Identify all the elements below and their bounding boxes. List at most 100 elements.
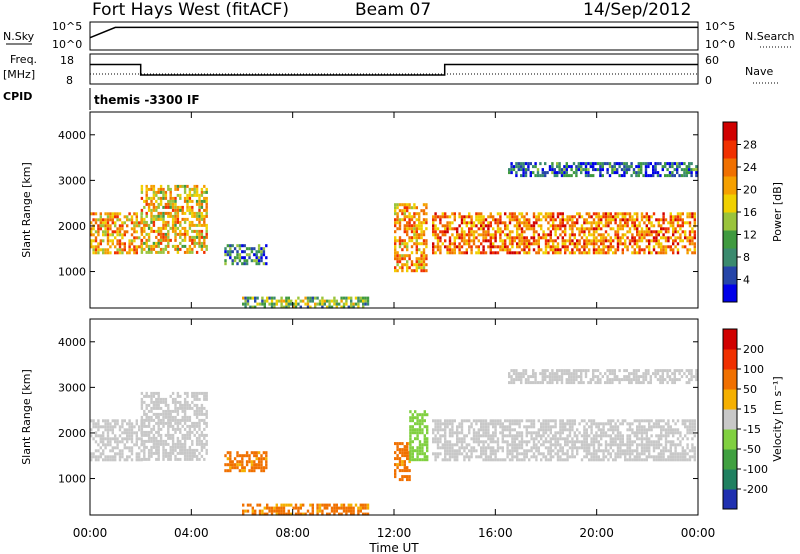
heatmap-cell bbox=[135, 419, 138, 423]
heatmap-cell bbox=[434, 224, 437, 228]
heatmap-cell bbox=[118, 425, 122, 429]
heatmap-cell bbox=[565, 372, 568, 376]
heatmap-cell bbox=[401, 203, 404, 207]
heatmap-cell bbox=[205, 448, 208, 452]
heatmap-cell bbox=[640, 446, 644, 450]
heatmap-cell bbox=[164, 205, 168, 209]
heatmap-cell bbox=[528, 248, 531, 252]
heatmap-cell bbox=[133, 248, 136, 252]
heatmap-cell bbox=[183, 445, 187, 449]
heatmap-cell bbox=[679, 440, 682, 444]
heatmap-cell bbox=[362, 512, 365, 516]
heatmap-cell bbox=[506, 245, 509, 249]
heatmap-cell bbox=[270, 299, 274, 303]
colorbar-swatch bbox=[723, 140, 737, 159]
heatmap-cell bbox=[523, 239, 526, 243]
heatmap-cell bbox=[465, 248, 468, 252]
heatmap-cell bbox=[155, 430, 158, 434]
heatmap-cell bbox=[420, 269, 423, 273]
heatmap-cell bbox=[418, 224, 421, 228]
heatmap-cell bbox=[604, 224, 608, 228]
heatmap-cell bbox=[465, 452, 468, 456]
heatmap-cell bbox=[181, 442, 184, 446]
heatmap-cell bbox=[688, 233, 692, 237]
heatmap-cell bbox=[576, 239, 579, 243]
heatmap-cell bbox=[549, 248, 552, 252]
heatmap-cell bbox=[453, 227, 456, 231]
heatmap-cell bbox=[623, 369, 626, 373]
heatmap-cell bbox=[169, 448, 172, 452]
heatmap-cell bbox=[565, 162, 568, 166]
heatmap-cell bbox=[588, 221, 591, 225]
heatmap-cell bbox=[628, 227, 632, 231]
heatmap-cell bbox=[453, 248, 456, 252]
heatmap-cell bbox=[205, 223, 208, 227]
heatmap-cell bbox=[198, 241, 201, 245]
freq-label: Freq. bbox=[10, 53, 37, 66]
heatmap-cell bbox=[684, 449, 687, 453]
heatmap-cell bbox=[638, 443, 641, 447]
heatmap-cell bbox=[311, 509, 314, 513]
heatmap-cell bbox=[654, 168, 657, 172]
heatmap-cell bbox=[482, 428, 485, 432]
heatmap-cell bbox=[304, 512, 307, 516]
heatmap-cell bbox=[681, 455, 684, 459]
heatmap-cell bbox=[652, 449, 656, 453]
heatmap-cell bbox=[528, 218, 531, 222]
heatmap-cell bbox=[106, 236, 110, 240]
heatmap-cell bbox=[155, 208, 158, 212]
heatmap-cell bbox=[652, 236, 656, 240]
heatmap-cell bbox=[624, 218, 627, 222]
heatmap-cell bbox=[420, 242, 423, 246]
heatmap-cell bbox=[394, 212, 397, 216]
heatmap-cell bbox=[171, 439, 175, 443]
velocity-marks bbox=[90, 369, 698, 516]
heatmap-cell bbox=[396, 454, 399, 458]
heatmap-cell bbox=[544, 251, 548, 255]
heatmap-cell bbox=[484, 224, 488, 228]
heatmap-cell bbox=[501, 446, 504, 450]
heatmap-cell bbox=[106, 239, 110, 243]
heatmap-cell bbox=[130, 431, 134, 435]
heatmap-cell bbox=[638, 230, 641, 234]
heatmap-cell bbox=[506, 215, 509, 219]
heatmap-cell bbox=[236, 466, 239, 470]
heatmap-cell bbox=[157, 403, 160, 407]
heatmap-cell bbox=[600, 227, 603, 231]
heatmap-cell bbox=[628, 375, 631, 379]
colorbar-swatch bbox=[723, 389, 737, 410]
heatmap-cell bbox=[535, 455, 538, 459]
heatmap-cell bbox=[126, 422, 129, 426]
heatmap-cell bbox=[577, 369, 580, 373]
heatmap-cell bbox=[451, 422, 454, 426]
heatmap-cell bbox=[195, 211, 199, 215]
heatmap-cell bbox=[164, 238, 168, 242]
heatmap-cell bbox=[662, 458, 665, 462]
heatmap-cell bbox=[174, 442, 177, 446]
heatmap-cell bbox=[275, 299, 278, 303]
heatmap-cell bbox=[645, 233, 648, 237]
heatmap-cell bbox=[150, 451, 153, 455]
heatmap-cell bbox=[652, 248, 656, 252]
heatmap-cell bbox=[357, 509, 360, 513]
heatmap-cell bbox=[90, 239, 93, 243]
heatmap-cell bbox=[444, 233, 447, 237]
heatmap-cell bbox=[681, 230, 684, 234]
heatmap-cell bbox=[188, 208, 192, 212]
heatmap-cell bbox=[535, 215, 538, 219]
heatmap-cell bbox=[229, 247, 232, 251]
heatmap-cell bbox=[415, 245, 418, 249]
heatmap-cell bbox=[183, 436, 187, 440]
heatmap-cell bbox=[432, 431, 435, 435]
heatmap-cell bbox=[482, 446, 485, 450]
heatmap-cell bbox=[188, 244, 192, 248]
heatmap-cell bbox=[410, 206, 414, 210]
heatmap-cell bbox=[145, 406, 148, 410]
heatmap-cell bbox=[645, 245, 648, 249]
heatmap-cell bbox=[633, 440, 636, 444]
heatmap-cell bbox=[660, 248, 663, 252]
heatmap-cell bbox=[548, 381, 552, 385]
heatmap-cell bbox=[128, 248, 131, 252]
heatmap-cell bbox=[608, 372, 612, 376]
heatmap-cell bbox=[655, 230, 658, 234]
